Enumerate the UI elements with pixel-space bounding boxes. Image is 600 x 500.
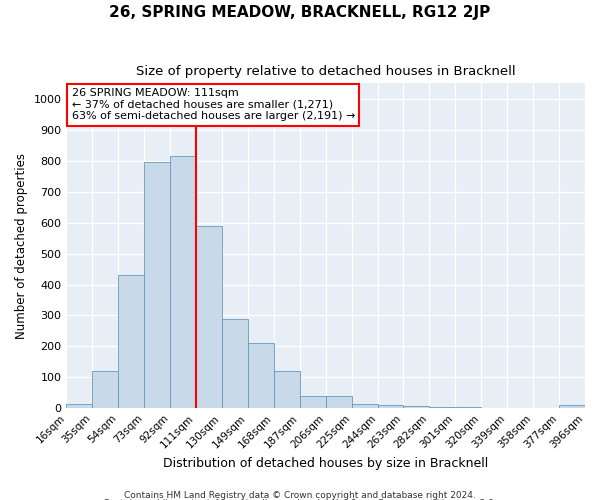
Text: 26, SPRING MEADOW, BRACKNELL, RG12 2JP: 26, SPRING MEADOW, BRACKNELL, RG12 2JP	[109, 5, 491, 20]
Bar	[326, 396, 352, 408]
Bar	[403, 406, 430, 408]
Bar	[274, 371, 300, 408]
Bar	[170, 156, 196, 408]
X-axis label: Distribution of detached houses by size in Bracknell: Distribution of detached houses by size …	[163, 457, 488, 470]
Bar	[118, 275, 144, 408]
Title: Size of property relative to detached houses in Bracknell: Size of property relative to detached ho…	[136, 65, 515, 78]
Bar	[559, 405, 585, 408]
Bar	[222, 318, 248, 408]
Bar	[455, 407, 481, 408]
Text: 26 SPRING MEADOW: 111sqm
← 37% of detached houses are smaller (1,271)
63% of sem: 26 SPRING MEADOW: 111sqm ← 37% of detach…	[71, 88, 355, 122]
Bar	[430, 407, 455, 408]
Bar	[144, 162, 170, 408]
Bar	[196, 226, 222, 408]
Bar	[300, 396, 326, 408]
Y-axis label: Number of detached properties: Number of detached properties	[15, 153, 28, 339]
Text: Contains public sector information licensed under the Open Government Licence v3: Contains public sector information licen…	[103, 499, 497, 500]
Text: Contains HM Land Registry data © Crown copyright and database right 2024.: Contains HM Land Registry data © Crown c…	[124, 490, 476, 500]
Bar	[92, 371, 118, 408]
Bar	[67, 404, 92, 408]
Bar	[377, 405, 403, 408]
Bar	[352, 404, 377, 408]
Bar	[248, 344, 274, 408]
